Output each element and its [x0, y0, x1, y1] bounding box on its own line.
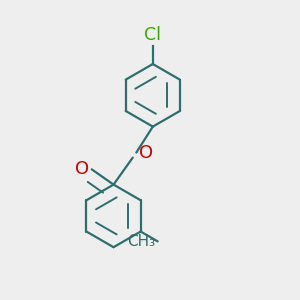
Text: Cl: Cl [144, 26, 161, 44]
Text: O: O [75, 160, 89, 178]
Text: O: O [139, 144, 153, 162]
Text: CH₃: CH₃ [127, 234, 155, 249]
